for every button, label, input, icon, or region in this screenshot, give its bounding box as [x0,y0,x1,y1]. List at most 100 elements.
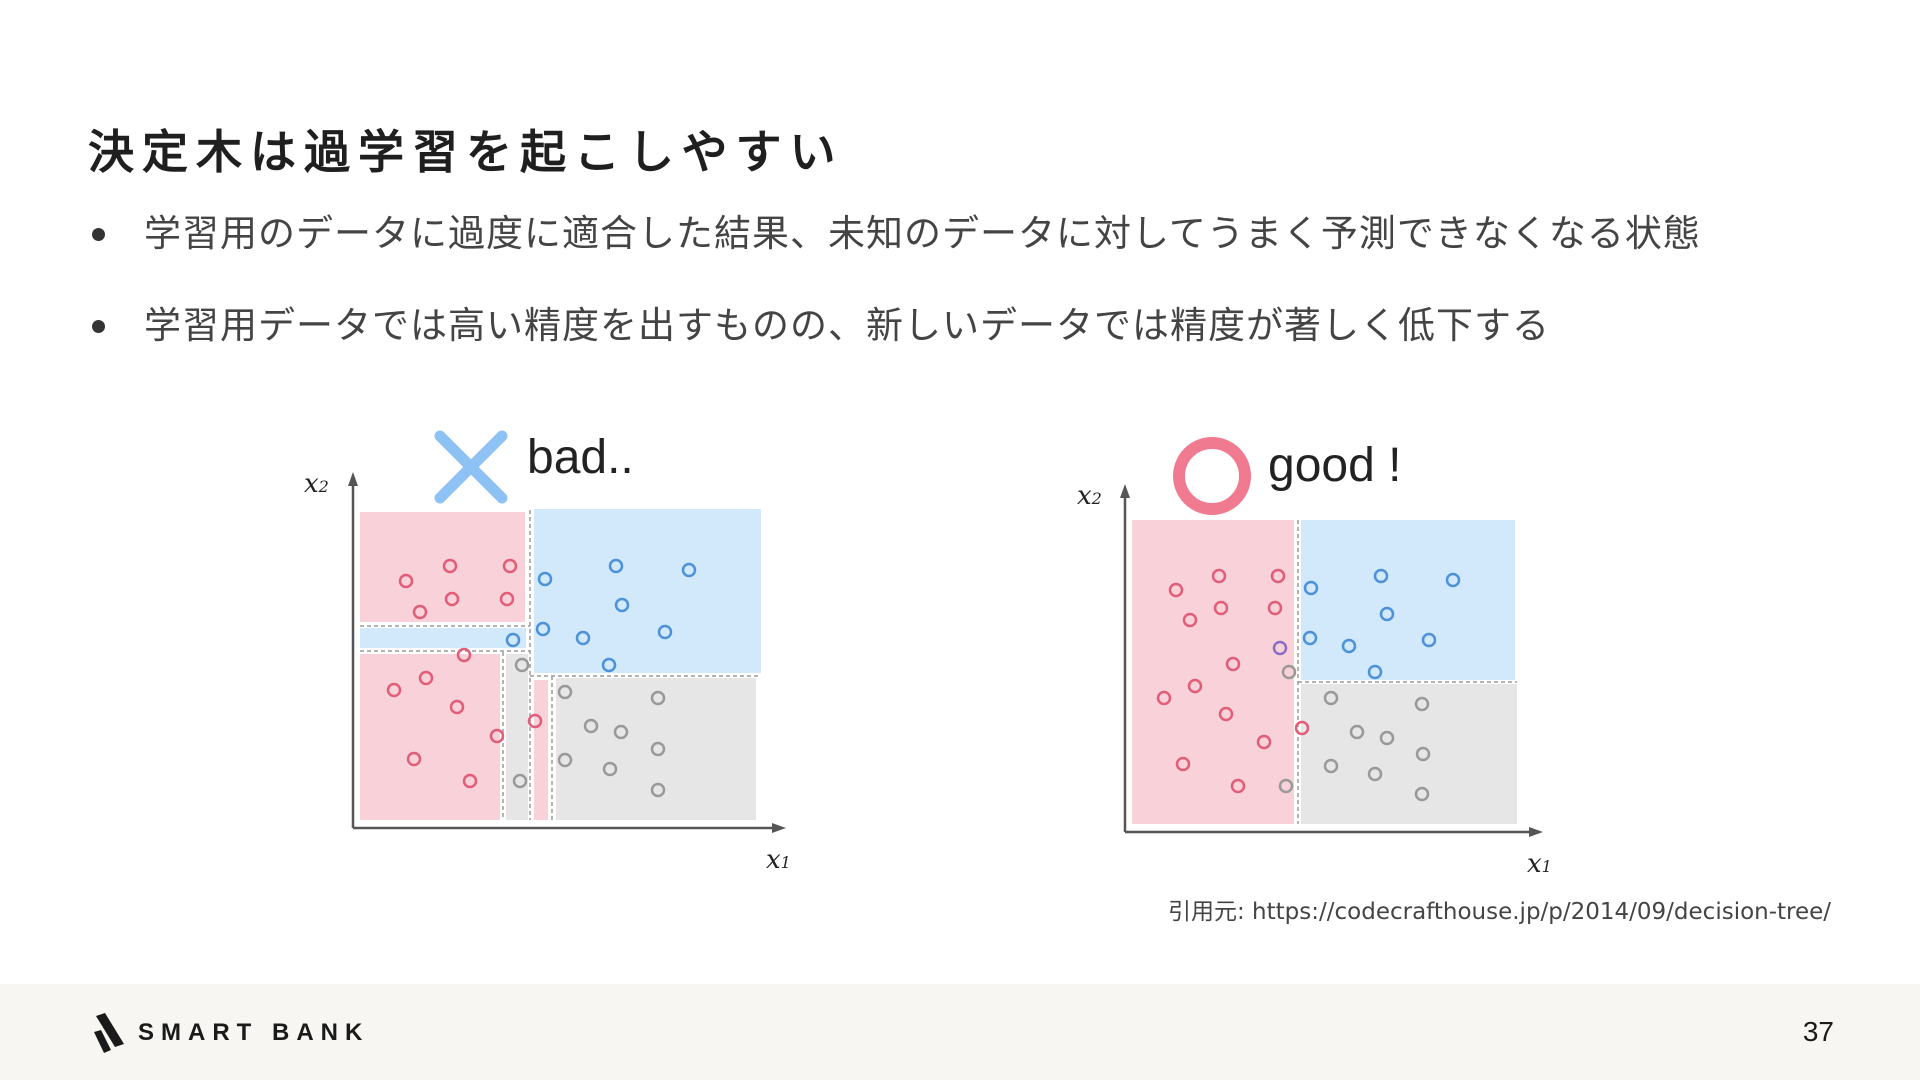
data-point-red [1182,612,1198,628]
data-point-red [406,751,422,767]
circle-icon [1173,437,1251,515]
logo: SMART BANK [92,1012,369,1054]
bullet-text: 学習用データでは高い精度を出すものの、新しいデータでは精度が著しく低下する [144,304,1550,347]
data-point-red [1256,734,1272,750]
data-point-blue [614,597,630,613]
decision-tree-diagram-good: x2 x1 [1077,481,1552,879]
diagram-caption-good: good ! [1268,439,1402,492]
data-point-red [1230,778,1246,794]
data-point-blue [1379,606,1395,622]
data-point-gray [1323,690,1339,706]
data-point-red [1213,600,1229,616]
data-point-red [442,558,458,574]
bullet-item: 学習用データでは高い精度を出すものの、新しいデータでは精度が著しく低下する [88,302,1701,350]
data-point-blue [1303,580,1319,596]
data-point-blue [537,571,553,587]
slide-title: 決定木は過学習を起こしやすい [88,125,844,179]
data-point-gray [1379,730,1395,746]
data-point-gray [1414,786,1430,802]
decision-tree-diagram-bad: x2 x1 [304,469,791,875]
bullet-list: 学習用のデータに過度に適合した結果、未知のデータに対してうまく予測できなくなる状… [88,210,1701,394]
bullet-text: 学習用のデータに過度に適合した結果、未知のデータに対してうまく予測できなくなる状… [144,212,1701,255]
data-point-purple [1272,640,1288,656]
data-point-blue [1445,572,1461,588]
data-point-gray [1367,766,1383,782]
region-gray [556,678,756,820]
data-point-blue [1421,632,1437,648]
data-point-red [386,682,402,698]
smartbank-logo-icon [94,1013,124,1053]
data-point-gray [557,684,573,700]
data-point-blue [575,630,591,646]
data-point-gray [650,690,666,706]
data-point-red [1218,706,1234,722]
region-red [360,512,525,622]
data-point-red [456,647,472,663]
data-point-red [449,699,465,715]
data-point-blue [681,562,697,578]
data-point-gray [650,782,666,798]
data-point-gray [557,752,573,768]
page-number: 37 [1802,1016,1834,1047]
data-point-gray [1281,664,1297,680]
cross-icon [434,430,508,504]
data-point-gray [1278,778,1294,794]
region-blue [1301,520,1515,680]
data-point-gray [1323,758,1339,774]
data-point-gray [650,741,666,757]
data-point-red [527,713,543,729]
data-point-red [1294,720,1310,736]
data-point-red [502,558,518,574]
data-point-blue [1341,638,1357,654]
x-axis-label: x1 [766,845,791,875]
region-red [360,654,500,820]
data-point-gray [583,718,599,734]
y-axis-label: x2 [304,469,329,499]
bullet-dot-icon [92,228,105,241]
region-blue [534,509,761,673]
region-gray [1301,684,1517,824]
data-point-red [444,591,460,607]
data-point-blue [505,632,521,648]
data-point-red [1175,756,1191,772]
data-point-blue [1367,664,1383,680]
footer-bar [0,984,1920,1080]
data-point-gray [512,773,528,789]
bullet-item: 学習用のデータに過度に適合した結果、未知のデータに対してうまく予測できなくなる状… [88,210,1701,258]
data-point-gray [1415,746,1431,762]
data-point-gray [1414,696,1430,712]
data-point-red [412,604,428,620]
region-gray [506,654,528,820]
data-point-gray [613,724,629,740]
data-point-blue [1302,630,1318,646]
data-point-red [1187,678,1203,694]
citation: 引用元: https://codecrafthouse.jp/p/2014/09… [1168,899,1832,925]
data-point-gray [602,761,618,777]
data-point-red [489,728,505,744]
region-red [534,680,548,820]
diagram-caption-bad: bad.. [527,431,634,484]
data-point-red [1225,656,1241,672]
data-point-red [462,773,478,789]
data-point-red [1168,582,1184,598]
data-point-red [499,591,515,607]
data-point-red [1267,600,1283,616]
data-point-red [1156,690,1172,706]
data-point-blue [657,624,673,640]
data-point-red [1211,568,1227,584]
region-blue [360,628,526,648]
bullet-dot-icon [92,320,105,333]
x-axis-label: x1 [1527,849,1552,879]
region-red [1132,520,1294,824]
data-point-blue [608,558,624,574]
data-point-blue [1373,568,1389,584]
data-point-gray [1349,724,1365,740]
logo-text: SMART BANK [138,1019,370,1046]
data-point-gray [514,657,530,673]
y-axis-label: x2 [1077,481,1102,511]
data-point-red [398,573,414,589]
data-point-red [1270,568,1286,584]
data-point-blue [601,657,617,673]
data-point-red [418,670,434,686]
data-point-blue [535,621,551,637]
